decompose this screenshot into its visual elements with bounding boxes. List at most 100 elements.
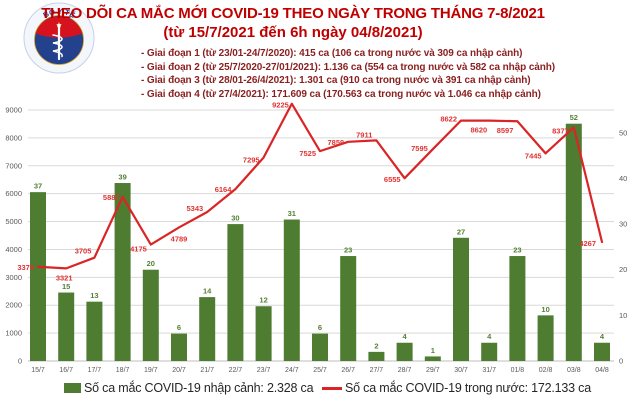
bar-series-swatch-icon	[64, 383, 81, 393]
header: THEO DÕI CA MẮC MỚI COVID-19 THEO NGÀY T…	[0, 5, 586, 41]
line-value-label: 5887	[103, 193, 120, 202]
bar-value-label: 1	[431, 346, 435, 355]
line-value-label: 4789	[171, 234, 188, 243]
bar	[30, 192, 46, 361]
bar-value-label: 52	[570, 113, 578, 122]
left-axis-tick-label: 3000	[5, 273, 22, 282]
bar	[171, 333, 187, 361]
x-tick-label: 21/7	[200, 367, 214, 374]
bar-value-label: 12	[259, 296, 267, 305]
x-tick-label: 01/8	[511, 367, 525, 374]
bar	[283, 219, 300, 361]
bar	[227, 224, 244, 361]
line-value-label: 3379	[17, 263, 34, 272]
bar	[594, 342, 610, 361]
right-axis-tick-label: 30	[619, 220, 627, 229]
x-tick-label: 25/7	[313, 367, 327, 374]
x-tick-label: 15/7	[31, 367, 45, 374]
bar	[368, 351, 385, 361]
x-tick-label: 24/7	[285, 367, 299, 374]
stage-4-line: - Giai đoạn 4 (từ 27/4/2021): 171.609 ca…	[141, 88, 541, 100]
x-tick-label: 16/7	[59, 367, 73, 374]
line-value-label: 8377	[552, 126, 569, 135]
combo-chart: 0100020003000400050006000700080009000010…	[5, 101, 627, 374]
x-tick-label: 04/8	[595, 367, 609, 374]
x-tick-label: 29/7	[426, 367, 440, 374]
x-tick-label: 31/7	[482, 367, 496, 374]
bar	[312, 333, 328, 361]
legend-item-imported: Số ca mắc COVID-19 nhập cảnh: 2.328 ca	[64, 381, 314, 395]
x-tick-label: 20/7	[172, 367, 186, 374]
line-value-label: 7295	[243, 156, 260, 165]
x-tick-label: 23/7	[257, 367, 271, 374]
bar-value-label: 23	[344, 246, 352, 255]
bar-value-label: 4	[403, 332, 408, 341]
bar	[565, 123, 582, 361]
left-axis-tick-label: 5000	[5, 217, 22, 226]
x-tick-label: 17/7	[88, 367, 102, 374]
stage-1-line: - Giai đoạn 1 (từ 23/01-24/7/2020): 415 …	[141, 48, 523, 59]
left-axis-tick-label: 1000	[5, 329, 22, 338]
bar	[58, 292, 75, 361]
left-axis-tick-label: 9000	[5, 106, 22, 115]
bar-value-label: 6	[318, 323, 322, 332]
legend-item-domestic: Số ca mắc COVID-19 trong nước: 172.133 c…	[322, 381, 591, 395]
bar	[255, 306, 272, 361]
bar-value-label: 2	[374, 341, 378, 350]
x-tick-label: 26/7	[341, 367, 355, 374]
right-axis-tick-label: 40	[619, 174, 627, 183]
stage-3-line: - Giai đoạn 3 (từ 28/01-26/4/2021): 1.30…	[141, 75, 531, 86]
bar	[453, 237, 469, 361]
logo-top-text: BỘ Y TẾ	[42, 7, 77, 20]
stage-summary: - Giai đoạn 1 (từ 23/01-24/7/2020): 415 …	[141, 47, 555, 101]
line-value-label: 6555	[384, 175, 401, 184]
bar-value-label: 23	[513, 246, 521, 255]
x-tick-label: 30/7	[454, 367, 468, 374]
line-series	[36, 102, 604, 270]
bar	[86, 301, 103, 361]
line-value-label: 7859	[328, 138, 345, 147]
left-axis-tick-label: 0	[18, 357, 22, 366]
line-value-label: 3321	[56, 273, 73, 282]
bar	[481, 342, 498, 361]
stage-2-line: - Giai đoạn 2 (từ 25/7/2020-27/01/2021):…	[141, 61, 555, 73]
line-value-label: 7911	[356, 130, 372, 139]
bar	[537, 315, 554, 361]
line-value-label: 7525	[299, 149, 316, 158]
right-axis-tick-label: 20	[619, 265, 627, 274]
bar	[114, 183, 131, 361]
line-value-label: 5343	[187, 204, 204, 213]
x-tick-label: 02/8	[539, 367, 553, 374]
bar-value-label: 6	[177, 323, 181, 332]
bar-value-label: 4	[600, 332, 605, 341]
left-axis-tick-label: 4000	[5, 245, 22, 254]
bar	[340, 256, 357, 361]
bar-value-label: 10	[541, 305, 549, 314]
page-title: THEO DÕI CA MẮC MỚI COVID-19 THEO NGÀY T…	[41, 5, 545, 22]
bar-value-label: 39	[118, 173, 126, 182]
legend-label-imported: Số ca mắc COVID-19 nhập cảnh: 2.328 ca	[84, 381, 314, 395]
line-value-label: 7445	[525, 151, 542, 160]
ministry-of-health-logo: ★ BỘ Y TẾ MINISTRY OF HEALTH	[23, 2, 95, 74]
bar-value-label: 31	[288, 209, 296, 218]
bar	[142, 269, 159, 361]
bar	[509, 256, 526, 361]
left-axis-tick-label: 7000	[5, 161, 22, 170]
bar-value-label: 14	[203, 287, 212, 296]
bar-value-label: 27	[457, 227, 465, 236]
line-value-label: 8597	[497, 126, 514, 135]
x-tick-label: 19/7	[144, 367, 158, 374]
right-axis-tick-label: 10	[619, 311, 627, 320]
bar	[424, 356, 441, 361]
left-axis-tick-label: 6000	[5, 189, 22, 198]
right-axis-tick-label: 50	[619, 128, 627, 137]
bar-value-label: 13	[90, 291, 98, 300]
x-tick-label: 22/7	[229, 367, 243, 374]
caduceus-icon	[52, 23, 63, 61]
bar-value-label: 4	[487, 332, 492, 341]
bar	[199, 297, 216, 361]
line-value-label: 7595	[411, 144, 428, 153]
bar-value-label: 20	[147, 259, 155, 268]
chart-legend: Số ca mắc COVID-19 nhập cảnh: 2.328 ca S…	[0, 381, 640, 401]
